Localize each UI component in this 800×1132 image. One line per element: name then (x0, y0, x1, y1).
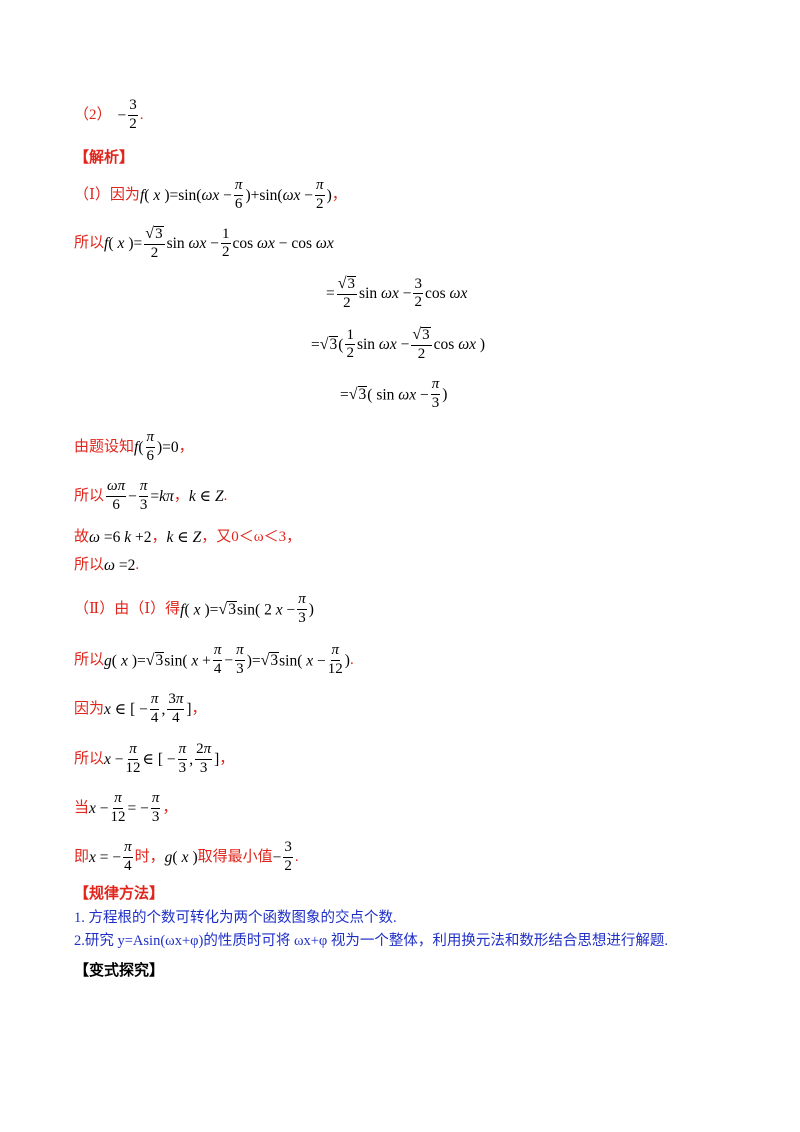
answer-2: （2） − 3 2 . (74, 97, 144, 132)
step6: 故 ω =6 k +2， k ∈ Z ，又0＜ω＜3， (74, 529, 302, 546)
method-header: 【规律方法】 (74, 886, 165, 902)
answer-2-fraction: 3 2 (128, 97, 138, 132)
step7: 所以 ω =2. (74, 557, 140, 574)
method-item-2: 2.研究 y=Asin(ωx+φ)的性质时可将 ωx+φ 视为一个整体，利用换元… (74, 933, 669, 949)
answer-2-label: （2） (74, 106, 112, 123)
answer-2-minus: − (117, 106, 127, 124)
variant-header: 【变式探究】 (74, 963, 165, 979)
analysis-header: 【解析】 (74, 150, 135, 166)
method-item-1: 1. 方程根的个数可转化为两个函数图象的交点个数. (74, 910, 397, 926)
